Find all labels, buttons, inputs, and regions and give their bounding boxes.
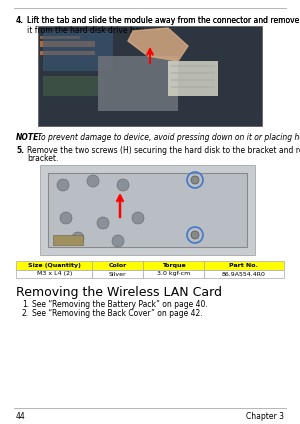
Bar	[204, 270, 284, 278]
Text: 1.: 1.	[22, 300, 29, 309]
Text: 2.: 2.	[22, 309, 29, 318]
Circle shape	[60, 212, 72, 224]
Bar	[143, 261, 204, 270]
Bar	[40, 41, 95, 47]
Text: M3 x L4 (2): M3 x L4 (2)	[37, 271, 72, 276]
Circle shape	[191, 176, 199, 184]
Circle shape	[132, 212, 144, 224]
Bar	[40, 36, 80, 39]
Bar	[43, 76, 103, 96]
Bar	[53, 235, 83, 245]
Text: Chapter 3: Chapter 3	[246, 412, 284, 421]
Text: 86.9A554.4R0: 86.9A554.4R0	[222, 271, 266, 276]
Circle shape	[117, 179, 129, 191]
Bar	[171, 65, 215, 67]
Text: Removing the Wireless LAN Card: Removing the Wireless LAN Card	[16, 286, 222, 299]
Bar	[16, 261, 92, 270]
Text: 4.: 4.	[16, 16, 24, 25]
Bar	[38, 26, 262, 126]
Text: Lift the tab and slide the module away from the connector and remove it from the: Lift the tab and slide the module away f…	[27, 16, 300, 25]
Text: Color: Color	[109, 263, 127, 268]
Text: bracket.: bracket.	[27, 154, 58, 163]
Text: See “Removing the Battery Pack” on page 40.: See “Removing the Battery Pack” on page …	[32, 300, 208, 309]
Bar	[92, 261, 143, 270]
Polygon shape	[128, 28, 188, 61]
Bar	[171, 79, 215, 81]
Text: Silver: Silver	[109, 271, 127, 276]
Circle shape	[57, 179, 69, 191]
Text: Torque: Torque	[162, 263, 185, 268]
Text: Remove the two screws (H) securing the hard disk to the bracket and remove the h: Remove the two screws (H) securing the h…	[27, 146, 300, 155]
Text: Size (Quantity): Size (Quantity)	[28, 263, 81, 268]
Bar	[171, 72, 215, 74]
Circle shape	[97, 217, 109, 229]
Bar	[92, 270, 143, 278]
Text: See “Removing the Back Cover” on page 42.: See “Removing the Back Cover” on page 42…	[32, 309, 202, 318]
Bar	[168, 61, 218, 96]
Text: Part No.: Part No.	[230, 263, 258, 268]
Bar	[204, 261, 284, 270]
Text: 5.: 5.	[16, 146, 24, 155]
Bar	[171, 86, 215, 88]
Bar	[143, 270, 204, 278]
Bar	[16, 270, 92, 278]
Text: Lift the tab and slide the module away from the connector and remove it from the: Lift the tab and slide the module away f…	[27, 16, 299, 35]
Bar	[43, 31, 113, 71]
Bar	[98, 56, 178, 111]
Circle shape	[87, 175, 99, 187]
Bar	[40, 51, 95, 55]
Bar	[98, 56, 178, 111]
Circle shape	[72, 232, 84, 244]
Text: NOTE:: NOTE:	[16, 133, 42, 142]
Text: To prevent damage to device, avoid pressing down on it or placing heavy objects : To prevent damage to device, avoid press…	[35, 133, 300, 142]
Bar	[48, 173, 247, 247]
Circle shape	[112, 235, 124, 247]
Circle shape	[191, 231, 199, 239]
Bar	[40, 165, 255, 255]
Text: 44: 44	[16, 412, 26, 421]
Text: 3.0 kgf-cm: 3.0 kgf-cm	[157, 271, 190, 276]
